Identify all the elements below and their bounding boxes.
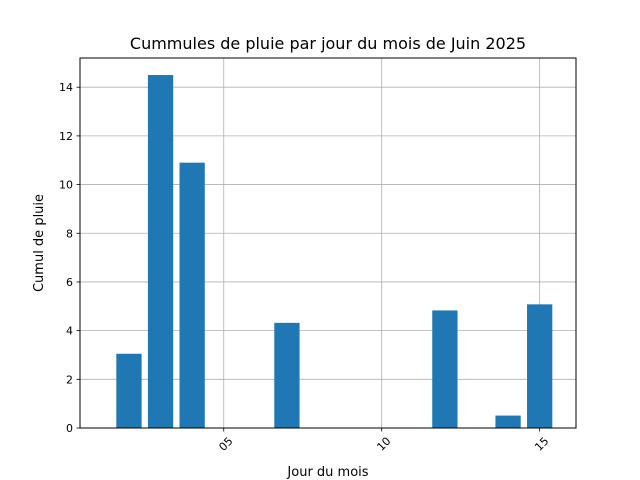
bars	[116, 75, 553, 428]
y-tick-label: 4	[66, 325, 73, 338]
y-tick-label: 14	[59, 81, 73, 94]
bar-day-7	[274, 322, 300, 428]
bar-day-12	[432, 310, 458, 428]
bar-day-4	[179, 162, 205, 428]
y-tick-label: 12	[59, 130, 73, 143]
bar-day-15	[527, 304, 553, 428]
y-axis-label: Cumul de pluie	[32, 194, 47, 292]
bar-day-2	[116, 353, 142, 428]
plot-frame	[79, 57, 577, 429]
x-axis-label: Jour du mois	[286, 465, 368, 480]
chart-title: Cummules de pluie par jour du mois de Ju…	[130, 34, 526, 53]
y-tick-label: 2	[66, 373, 73, 386]
y-tick-label: 8	[66, 227, 73, 240]
y-tick-label: 0	[66, 422, 73, 435]
bar-day-3	[147, 75, 174, 428]
bar-day-14	[495, 415, 521, 428]
y-tick-label: 10	[59, 179, 73, 192]
y-tick-label: 6	[66, 276, 73, 289]
